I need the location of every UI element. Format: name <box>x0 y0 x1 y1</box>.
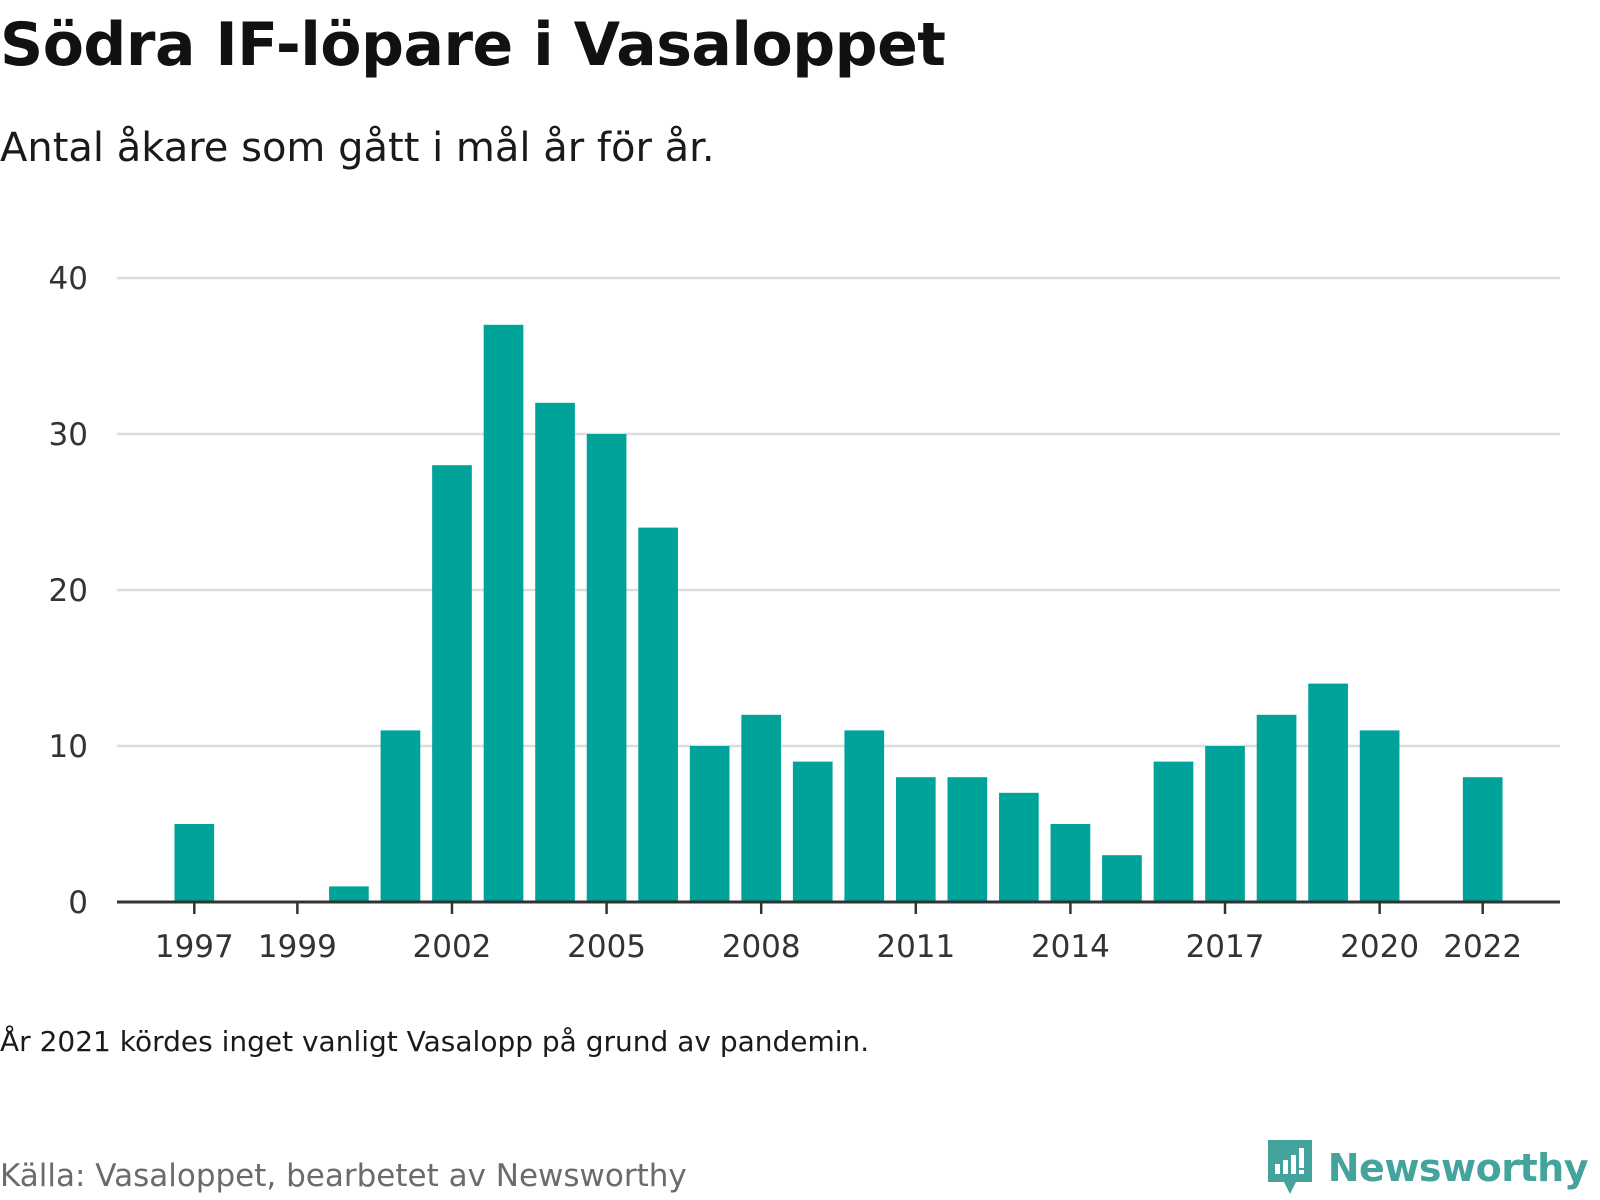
chart-subtitle: Antal åkare som gått i mål år för år. <box>0 125 715 171</box>
bars <box>174 324 1503 902</box>
x-tick-label-2011: 2011 <box>876 929 955 965</box>
bar-2017 <box>1205 746 1245 902</box>
bar-2007 <box>689 746 730 902</box>
bar-2019 <box>1308 683 1348 902</box>
x-tick-label-2002: 2002 <box>413 929 492 965</box>
chart-note: År 2021 kördes inget vanligt Vasalopp på… <box>0 1025 870 1058</box>
bar-2009 <box>792 761 833 902</box>
gridlines <box>117 276 1560 748</box>
x-tick-label-1997: 1997 <box>155 929 234 965</box>
x-tick-label-2005: 2005 <box>567 929 646 965</box>
bar-2016 <box>1153 761 1194 902</box>
x-axis <box>117 900 1560 914</box>
bar-2001 <box>380 730 421 902</box>
x-tick-label-1999: 1999 <box>258 929 337 965</box>
bar-2022 <box>1462 777 1503 902</box>
bar-2020 <box>1359 730 1400 902</box>
y-tick-label-20: 20 <box>49 573 88 609</box>
bar-2000 <box>329 886 369 902</box>
x-tick-label-2020: 2020 <box>1340 929 1419 965</box>
x-tick-label-2022: 2022 <box>1443 929 1522 965</box>
x-tick-label-2008: 2008 <box>722 929 801 965</box>
x-tick-label-2017: 2017 <box>1186 929 1265 965</box>
chart-title: Södra IF-löpare i Vasaloppet <box>0 10 946 80</box>
bar-chart: 0 10 20 30 40 1997 1999 2002 2005 2008 2011 2014 201… <box>49 261 1560 965</box>
bar-2002 <box>432 465 472 902</box>
newsworthy-logo-icon <box>1267 1140 1312 1194</box>
bar-2008 <box>741 714 782 902</box>
source-text: Källa: Vasaloppet, bearbetet av Newswort… <box>0 1158 687 1194</box>
bar-2003 <box>483 324 524 902</box>
y-tick-label-10: 10 <box>49 729 88 765</box>
bar-2010 <box>844 730 885 902</box>
y-tick-label-30: 30 <box>49 417 88 453</box>
bar-2018 <box>1256 714 1297 902</box>
x-tick-label-2014: 2014 <box>1031 929 1110 965</box>
bar-2015 <box>1102 855 1142 902</box>
bar-2011 <box>895 777 936 902</box>
bar-2004 <box>535 402 575 902</box>
bar-2013 <box>999 792 1039 902</box>
brand-name: Newsworthy <box>1327 1146 1589 1190</box>
y-tick-label-0: 0 <box>68 885 88 921</box>
bar-1997 <box>174 824 215 902</box>
bar-2006 <box>638 527 678 902</box>
bar-2012 <box>947 777 988 902</box>
bar-2014 <box>1050 824 1091 902</box>
bar-2005 <box>586 434 627 902</box>
y-tick-label-40: 40 <box>49 261 88 297</box>
brand-logo: Newsworthy <box>1266 1138 1589 1198</box>
tick-labels: 0 10 20 30 40 1997 1999 2002 2005 2008 2011 2014 201… <box>49 261 1523 965</box>
